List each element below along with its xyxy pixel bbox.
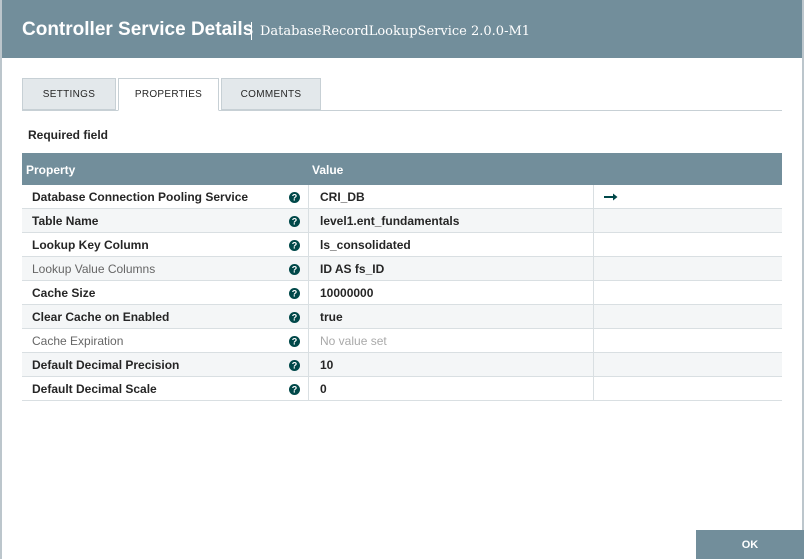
ok-button[interactable]: OK [696, 530, 804, 559]
svg-text:?: ? [292, 361, 298, 371]
column-divider [593, 185, 594, 209]
help-icon[interactable]: ? [289, 288, 300, 302]
property-value[interactable]: 10000000 [320, 286, 374, 300]
property-row: Lookup Value Columns? ID AS fs_ID [22, 257, 782, 281]
property-name: Cache Size [32, 286, 96, 300]
dialog-title: Controller Service Details [22, 19, 254, 40]
property-name: Database Connection Pooling Service [32, 190, 249, 204]
column-divider [308, 329, 309, 353]
column-divider [593, 353, 594, 377]
column-divider [593, 209, 594, 233]
column-divider [308, 209, 309, 233]
column-divider [593, 329, 594, 353]
column-divider [308, 185, 309, 209]
property-name: Table Name [32, 214, 99, 228]
property-row: Lookup Key Column? ls_consolidated [22, 233, 782, 257]
column-divider [308, 281, 309, 305]
property-name: Cache Expiration [32, 334, 124, 348]
column-divider [308, 353, 309, 377]
dialog-subtitle: DatabaseRecordLookupService 2.0.0-M1 [260, 24, 531, 39]
column-divider [593, 281, 594, 305]
dialog-header: Controller Service Details DatabaseRecor… [2, 0, 802, 58]
property-name: Lookup Value Columns [32, 262, 156, 276]
help-icon[interactable]: ? [289, 192, 300, 206]
property-row: Cache Size? 10000000 [22, 281, 782, 305]
separator [251, 22, 252, 40]
help-icon[interactable]: ? [289, 360, 300, 374]
property-value[interactable]: ls_consolidated [320, 238, 411, 252]
tab[interactable]: PROPERTIES [118, 78, 219, 111]
property-row: Table Name? level1.ent_fundamentals [22, 209, 782, 233]
tab-bar: SETTINGS PROPERTIES COMMENTS [22, 78, 782, 111]
help-icon[interactable]: ? [289, 336, 300, 350]
property-name: Default Decimal Precision [32, 358, 180, 372]
property-value[interactable]: 0 [320, 382, 327, 396]
help-icon[interactable]: ? [289, 216, 300, 230]
svg-text:?: ? [292, 313, 298, 323]
column-header: Property [26, 163, 76, 177]
property-row: Cache Expiration? No value set [22, 329, 782, 353]
column-divider [308, 377, 309, 401]
column-divider [593, 305, 594, 329]
required-label: Required field [28, 128, 109, 142]
column-divider [593, 377, 594, 401]
column-divider [308, 257, 309, 281]
svg-text:?: ? [292, 337, 298, 347]
property-value[interactable]: ID AS fs_ID [320, 262, 385, 276]
svg-text:?: ? [292, 385, 298, 395]
column-divider [593, 233, 594, 257]
property-row: Default Decimal Precision? 10 [22, 353, 782, 377]
column-divider [308, 305, 309, 329]
property-name: Lookup Key Column [32, 238, 149, 252]
svg-text:?: ? [292, 193, 298, 203]
help-icon[interactable]: ? [289, 240, 300, 254]
property-value[interactable]: true [320, 310, 343, 324]
properties-table: Property Value Database Connection Pooli… [22, 153, 782, 401]
help-icon[interactable]: ? [289, 384, 300, 398]
go-to-service[interactable] [604, 191, 618, 205]
property-row: Default Decimal Scale? 0 [22, 377, 782, 401]
column-divider [308, 233, 309, 257]
property-value[interactable]: 10 [320, 358, 334, 372]
property-name: Clear Cache on Enabled [32, 310, 170, 324]
property-value[interactable]: level1.ent_fundamentals [320, 214, 460, 228]
help-icon[interactable]: ? [289, 264, 300, 278]
property-row: Database Connection Pooling Service? CRI_… [22, 185, 782, 209]
help-icon[interactable]: ? [289, 312, 300, 326]
column-divider [593, 257, 594, 281]
column-header: Value [312, 163, 344, 177]
property-name: Default Decimal Scale [32, 382, 157, 396]
property-value[interactable]: CRI_DB [320, 190, 365, 204]
tab[interactable]: SETTINGS [22, 78, 116, 110]
svg-text:?: ? [292, 265, 298, 275]
svg-text:?: ? [292, 217, 298, 227]
property-value[interactable]: No value set [320, 334, 387, 348]
svg-text:?: ? [292, 289, 298, 299]
property-row: Clear Cache on Enabled? true [22, 305, 782, 329]
svg-text:?: ? [292, 241, 298, 251]
table-header: Property Value [22, 153, 782, 185]
tab[interactable]: COMMENTS [221, 78, 321, 110]
